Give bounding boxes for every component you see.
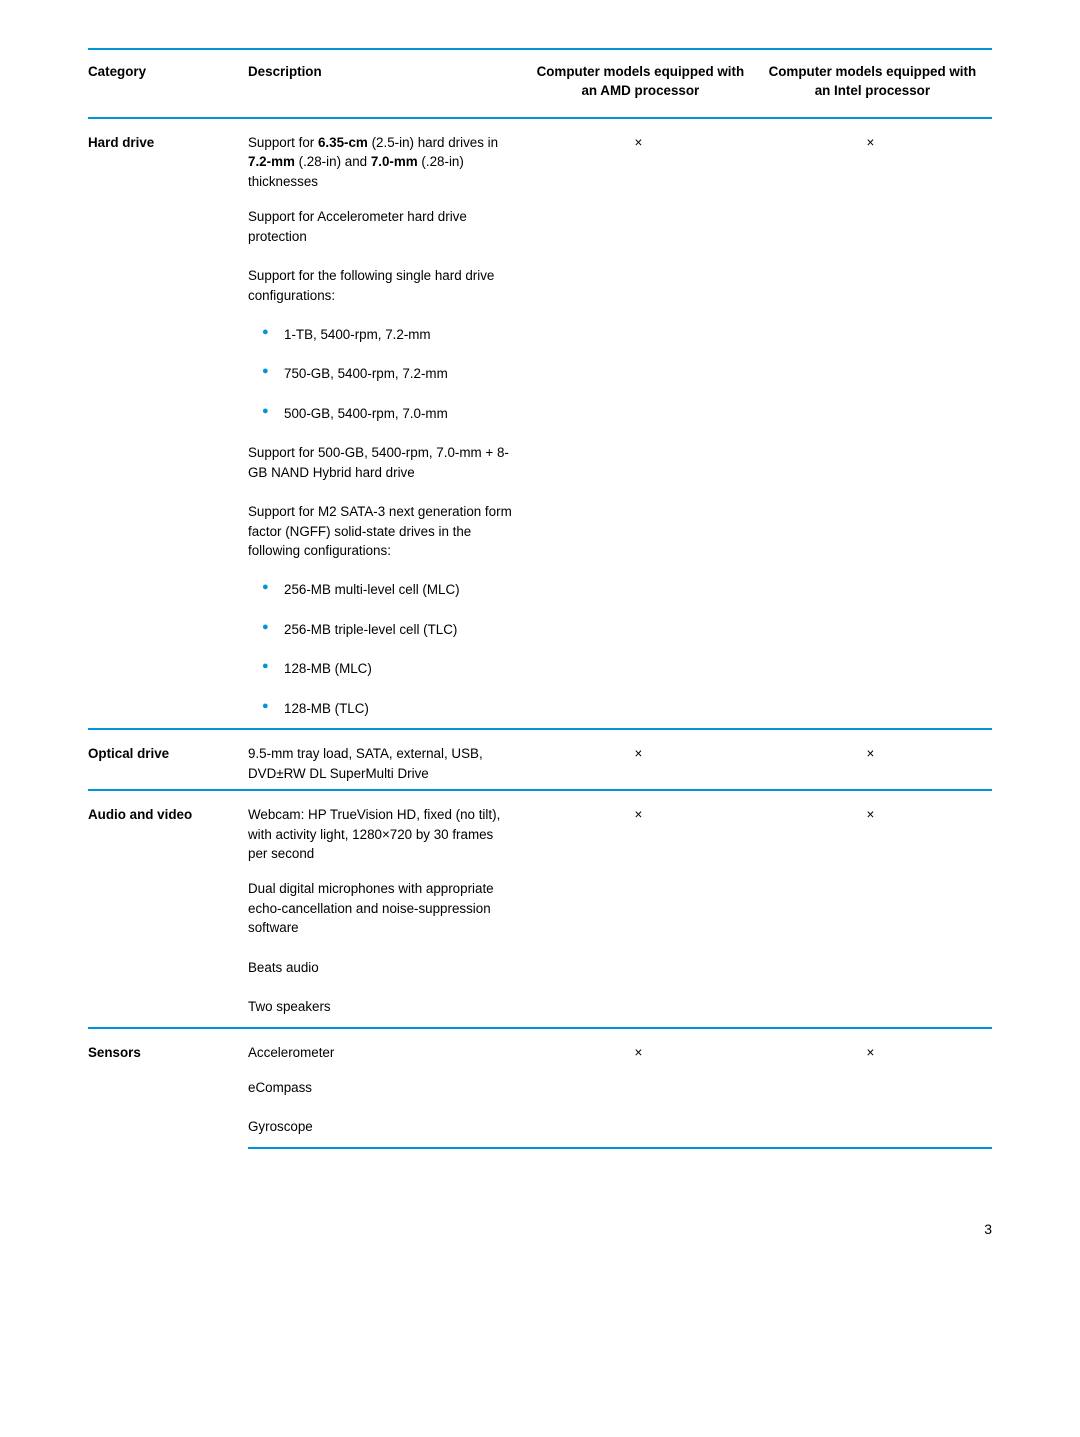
- list-item: 256-MB multi-level cell (MLC): [268, 576, 516, 603]
- av-desc-4: Two speakers: [248, 987, 528, 1027]
- list-item: 256-MB triple-level cell (TLC): [268, 616, 516, 643]
- hd-txt: Support for: [248, 135, 318, 150]
- optical-amd-mark: ×: [528, 729, 761, 790]
- sensors-desc-1: Accelerometer: [248, 1028, 528, 1068]
- list-item: 500-GB, 5400-rpm, 7.0-mm: [268, 400, 516, 427]
- row-label-sensors: Sensors: [88, 1028, 248, 1148]
- hard-drive-desc-5: Support for M2 SATA-3 next generation fo…: [248, 492, 528, 570]
- hd-txt-b: 7.0-mm: [371, 154, 418, 169]
- hd-amd-mark: ×: [528, 118, 761, 197]
- hd-txt: (2.5-in) hard drives in: [368, 135, 498, 150]
- hd-intel-mark: ×: [761, 118, 992, 197]
- hd-txt: (.28-in) and: [295, 154, 371, 169]
- hd-bullet-4: 256-MB multi-level cell (MLC): [248, 570, 528, 609]
- hd-bullet-7: 128-MB (TLC): [248, 689, 528, 729]
- sensors-amd-mark: ×: [528, 1028, 761, 1068]
- row-label-hard-drive: Hard drive: [88, 118, 248, 729]
- optical-desc-1: 9.5-mm tray load, SATA, external, USB, D…: [248, 729, 528, 790]
- header-description: Description: [248, 49, 528, 118]
- page-number: 3: [88, 1149, 992, 1239]
- hd-bullet-2: 750-GB, 5400-rpm, 7.2-mm: [248, 354, 528, 393]
- sensors-intel-mark: ×: [761, 1028, 992, 1068]
- av-amd-mark: ×: [528, 790, 761, 869]
- hard-drive-desc-3: Support for the following single hard dr…: [248, 256, 528, 315]
- hd-txt-b: 7.2-mm: [248, 154, 295, 169]
- list-item: 750-GB, 5400-rpm, 7.2-mm: [268, 360, 516, 387]
- hd-bullet-5: 256-MB triple-level cell (TLC): [248, 610, 528, 649]
- sensors-desc-2: eCompass: [248, 1068, 528, 1107]
- spec-table: Category Description Computer models equ…: [88, 48, 992, 1149]
- row-label-audio-video: Audio and video: [88, 790, 248, 1028]
- av-desc-3: Beats audio: [248, 948, 528, 987]
- hard-drive-desc-1: Support for 6.35-cm (2.5-in) hard drives…: [248, 118, 528, 197]
- list-item: 128-MB (MLC): [268, 655, 516, 682]
- header-category: Category: [88, 49, 248, 118]
- list-item: 128-MB (TLC): [268, 695, 516, 722]
- hd-bullet-1: 1-TB, 5400-rpm, 7.2-mm: [248, 315, 528, 354]
- sensors-desc-3: Gyroscope: [248, 1107, 528, 1147]
- row-label-optical: Optical drive: [88, 729, 248, 790]
- header-intel: Computer models equipped with an Intel p…: [761, 49, 992, 118]
- list-item: 1-TB, 5400-rpm, 7.2-mm: [268, 321, 516, 348]
- hd-bullet-3: 500-GB, 5400-rpm, 7.0-mm: [248, 394, 528, 433]
- av-intel-mark: ×: [761, 790, 992, 869]
- hard-drive-desc-4: Support for 500-GB, 5400-rpm, 7.0-mm + 8…: [248, 433, 528, 492]
- hard-drive-desc-2: Support for Accelerometer hard drive pro…: [248, 197, 528, 256]
- hd-bullet-6: 128-MB (MLC): [248, 649, 528, 688]
- header-amd: Computer models equipped with an AMD pro…: [528, 49, 761, 118]
- hd-txt-b: 6.35-cm: [318, 135, 368, 150]
- av-desc-1: Webcam: HP TrueVision HD, fixed (no tilt…: [248, 790, 528, 869]
- av-desc-2: Dual digital microphones with appropriat…: [248, 869, 528, 947]
- optical-intel-mark: ×: [761, 729, 992, 790]
